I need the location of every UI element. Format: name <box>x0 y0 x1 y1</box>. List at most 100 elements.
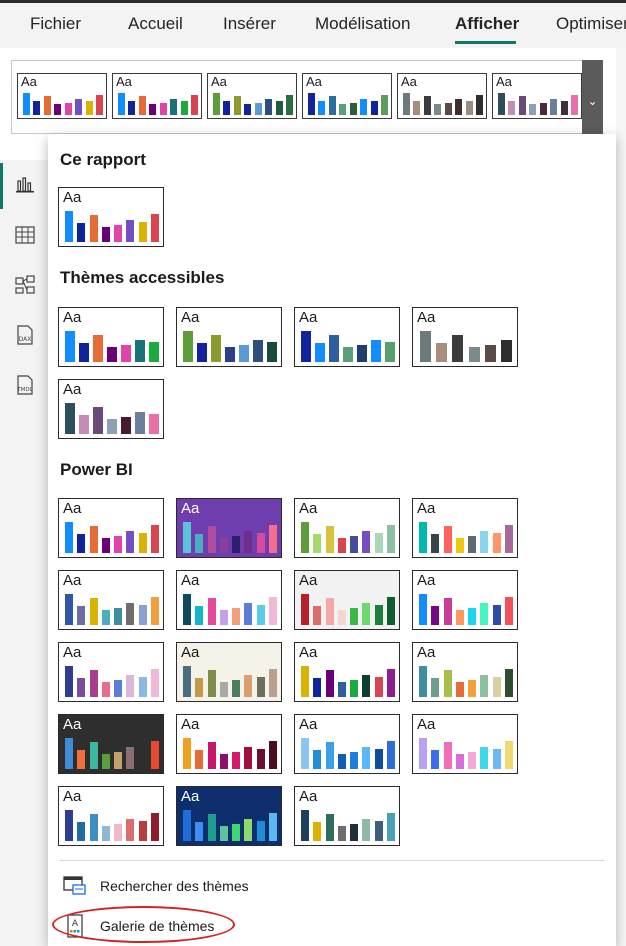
power-bi-theme-swatch-1[interactable]: Aa <box>58 498 164 558</box>
power-bi-theme-swatch-3[interactable]: Aa <box>294 498 400 558</box>
theme-color-bar <box>181 101 188 115</box>
theme-color-bar <box>338 826 346 841</box>
power-bi-theme-swatch-5[interactable]: Aa <box>58 570 164 630</box>
ribbon-theme-swatch-5[interactable]: Aa <box>397 73 487 119</box>
power-bi-theme-swatch-4[interactable]: Aa <box>412 498 518 558</box>
tab-accueil[interactable]: Accueil <box>128 14 183 34</box>
theme-color-bar <box>313 750 321 769</box>
menu-separator <box>60 860 604 861</box>
dax-query-view-icon[interactable]: DAX <box>14 324 36 346</box>
theme-color-bar <box>77 534 85 553</box>
theme-color-bar <box>183 666 191 697</box>
power-bi-theme-swatch-8[interactable]: Aa <box>412 570 518 630</box>
model-view-icon[interactable] <box>14 274 36 296</box>
theme-color-bar <box>160 103 167 115</box>
power-bi-theme-swatch-18[interactable]: Aa <box>176 786 282 846</box>
theme-color-bar <box>444 526 452 553</box>
power-bi-theme-swatch-13[interactable]: Aa <box>58 714 164 774</box>
theme-color-bar <box>375 749 383 769</box>
tab-inserer[interactable]: Insérer <box>223 14 276 34</box>
theme-color-bar <box>139 605 147 625</box>
section-title-power-bi: Power BI <box>60 460 133 480</box>
theme-color-bar <box>269 669 277 697</box>
tab-modelisation[interactable]: Modélisation <box>315 14 410 34</box>
theme-color-bar <box>301 666 309 697</box>
theme-color-bar <box>338 682 346 697</box>
browse-themes-item[interactable]: Rechercher des thèmes <box>60 870 604 902</box>
theme-color-bar <box>485 345 496 362</box>
theme-sample-text: Aa <box>63 309 81 327</box>
theme-color-bar <box>77 750 85 769</box>
power-bi-theme-swatch-16[interactable]: Aa <box>412 714 518 774</box>
theme-color-bar <box>114 608 122 625</box>
ribbon-theme-swatch-2[interactable]: Aa <box>112 73 202 119</box>
power-bi-theme-swatch-10[interactable]: Aa <box>176 642 282 702</box>
theme-gallery-item[interactable]: A Galerie de thèmes <box>60 910 604 942</box>
theme-color-bar <box>265 99 272 115</box>
theme-color-bar <box>505 741 513 769</box>
this-report-theme-swatch-1[interactable]: Aa <box>58 187 164 247</box>
table-view-icon[interactable] <box>14 224 36 246</box>
theme-color-bar <box>269 741 277 769</box>
power-bi-theme-swatch-17[interactable]: Aa <box>58 786 164 846</box>
theme-color-bar <box>445 103 452 115</box>
theme-color-bar <box>375 821 383 841</box>
theme-color-bars <box>299 517 395 553</box>
ribbon-theme-swatch-4[interactable]: Aa <box>302 73 392 119</box>
power-bi-theme-swatch-9[interactable]: Aa <box>58 642 164 702</box>
theme-color-bar <box>128 101 135 115</box>
theme-color-bar <box>170 99 177 115</box>
theme-sample-text: Aa <box>211 74 227 90</box>
power-bi-theme-swatch-12[interactable]: Aa <box>412 642 518 702</box>
theme-color-bar <box>149 342 159 362</box>
theme-color-bar <box>65 103 72 115</box>
accessible-theme-swatch-2[interactable]: Aa <box>176 307 282 367</box>
accessible-theme-swatch-3[interactable]: Aa <box>294 307 400 367</box>
ribbon-gallery-expand-button[interactable]: ⌄ <box>582 60 603 134</box>
ribbon-theme-swatch-1[interactable]: Aa <box>17 73 107 119</box>
tab-afficher[interactable]: Afficher <box>455 14 519 34</box>
theme-color-bar <box>468 752 476 769</box>
theme-color-bar <box>65 522 73 553</box>
theme-color-bars <box>63 398 159 434</box>
accessible-theme-swatch-4[interactable]: Aa <box>412 307 518 367</box>
theme-color-bar <box>139 533 147 553</box>
theme-color-bar <box>195 678 203 697</box>
tab-fichier[interactable]: Fichier <box>30 14 81 34</box>
theme-color-bars <box>417 589 513 625</box>
theme-color-bar <box>135 412 145 434</box>
theme-color-bar <box>65 211 73 242</box>
power-bi-theme-swatch-7[interactable]: Aa <box>294 570 400 630</box>
theme-color-bar <box>183 331 193 362</box>
theme-color-bar <box>211 335 221 362</box>
theme-color-bar <box>480 603 488 625</box>
power-bi-theme-swatch-19[interactable]: Aa <box>294 786 400 846</box>
report-view-icon[interactable] <box>14 175 36 197</box>
theme-color-bar <box>257 821 265 841</box>
theme-color-bar <box>362 603 370 625</box>
power-bi-theme-swatch-11[interactable]: Aa <box>294 642 400 702</box>
svg-text:A: A <box>72 919 79 929</box>
theme-color-bars <box>417 733 513 769</box>
tab-optimiser[interactable]: Optimiser <box>556 14 626 34</box>
ribbon-theme-swatch-6[interactable]: Aa <box>492 73 582 119</box>
power-bi-theme-swatch-6[interactable]: Aa <box>176 570 282 630</box>
accessible-theme-swatch-1[interactable]: Aa <box>58 307 164 367</box>
theme-color-bar <box>301 594 309 625</box>
theme-color-bars <box>181 661 277 697</box>
theme-color-bar <box>313 822 321 841</box>
theme-color-bar <box>90 742 98 769</box>
ribbon-theme-swatch-3[interactable]: Aa <box>207 73 297 119</box>
browse-themes-icon <box>62 874 88 898</box>
theme-color-bar <box>326 814 334 841</box>
power-bi-theme-swatch-2[interactable]: Aa <box>176 498 282 558</box>
theme-color-bar <box>360 99 367 115</box>
theme-color-bar <box>387 525 395 553</box>
accessible-theme-swatch-5[interactable]: Aa <box>58 379 164 439</box>
theme-color-bar <box>403 93 410 115</box>
tmdl-view-icon[interactable]: TMDL <box>14 374 36 396</box>
power-bi-theme-swatch-15[interactable]: Aa <box>294 714 400 774</box>
theme-color-bar <box>387 741 395 769</box>
theme-sample-text: Aa <box>496 74 512 90</box>
power-bi-theme-swatch-14[interactable]: Aa <box>176 714 282 774</box>
